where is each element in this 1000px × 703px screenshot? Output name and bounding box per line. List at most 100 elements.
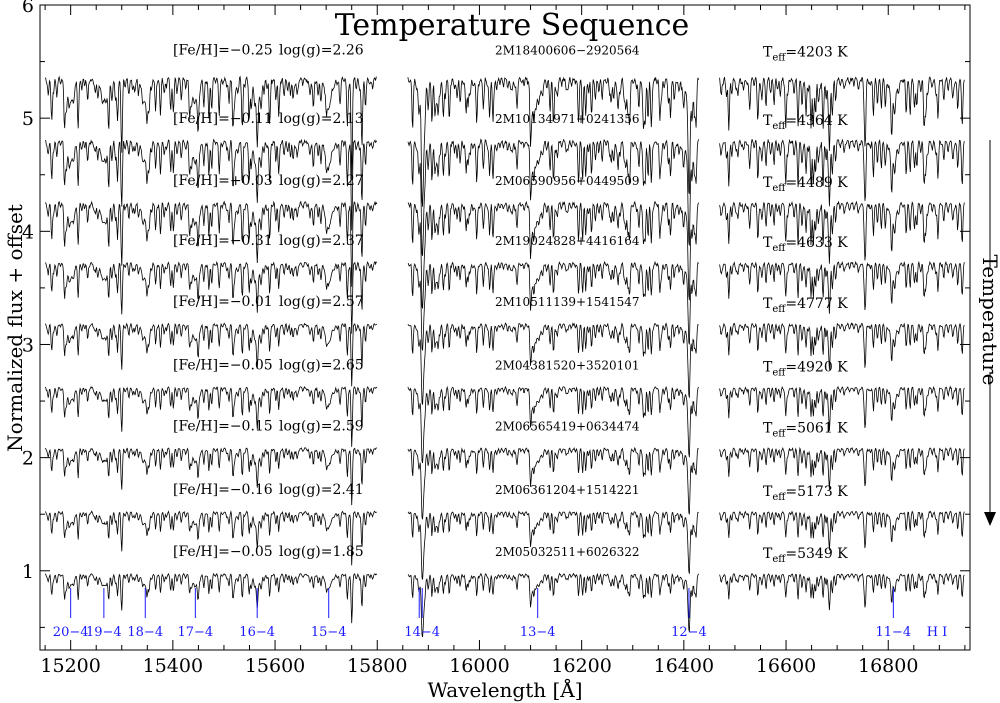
x-tick-label: 15400: [143, 655, 203, 677]
hydrogen-line-label: 14−4: [404, 625, 440, 640]
spectrum-line: [719, 260, 965, 314]
y-tick-label: 5: [22, 108, 34, 130]
hydrogen-line-label: 19−4: [86, 625, 122, 640]
spectrum-line: [407, 76, 699, 207]
feh-label: [Fe/H]=+0.03: [173, 173, 273, 189]
star-id-label: 2M19024828+4416164: [495, 234, 640, 248]
logg-label: log(g)=2.27: [279, 173, 364, 189]
spectrum-line: [44, 572, 378, 624]
annotations-group: [Fe/H]=−0.25 log(g)=2.26 2M18400606−292056…: [173, 43, 848, 566]
star-id-label: 2M10134971+0241356: [495, 112, 640, 126]
chart-title: Temperature Sequence: [335, 8, 690, 43]
x-tick-label: 16600: [756, 655, 816, 677]
spectrum-line: [407, 572, 699, 638]
star-id-label: 2M10511139+1541547: [495, 295, 640, 309]
spectrum-line: [719, 446, 965, 490]
logg-label: log(g)=1.85: [279, 544, 364, 560]
x-tick-label: 15600: [245, 655, 305, 677]
hydrogen-lines-group: 20−419−4 18−4 17−4 16−4 15−4 14−4 13−4 12−4 11−4…: [53, 588, 948, 640]
spectrum-line: [44, 75, 377, 181]
hydrogen-line-label: 17−4: [177, 625, 213, 640]
hydrogen-line-label: 11−4: [875, 625, 911, 640]
teff-label: Teff=4364 K: [763, 113, 848, 132]
spectrum-line: [44, 510, 377, 566]
y-tick-label: 6: [22, 0, 34, 17]
spectrum-line: [407, 260, 699, 351]
spectrum-line: [719, 385, 965, 431]
y-axis: 1 2 3 4 5 6: [22, 0, 970, 628]
teff-label: Teff=4203 K: [763, 45, 848, 64]
spectrum-line: [407, 138, 699, 257]
hydrogen-line-label: 18−4: [127, 625, 163, 640]
spectrum-line: [719, 573, 965, 611]
star-id-label: 2M04381520+3520101: [495, 358, 640, 372]
star-id-label: 2M06565419+0634474: [495, 420, 640, 434]
x-tick-label: 15800: [347, 655, 407, 677]
hydrogen-line-label: 12−4: [671, 625, 707, 640]
spectrum-line: [407, 446, 699, 520]
x-tick-label: 16200: [551, 655, 611, 677]
x-tick-label: 16800: [858, 655, 918, 677]
spectrum-line: [45, 200, 378, 287]
feh-label: [Fe/H]=−0.15: [173, 419, 273, 435]
logg-label: log(g)=2.65: [279, 357, 364, 373]
hydrogen-line-label: 20−4: [53, 625, 89, 640]
star-id-label: 2M06361204+1514221: [495, 483, 640, 497]
spectrum-line: [407, 385, 699, 464]
teff-label: Teff=5349 K: [763, 546, 848, 565]
logg-label: log(g)=2.37: [279, 233, 364, 249]
logg-label: log(g)=2.41: [279, 482, 364, 498]
spectrum-line: [44, 322, 378, 387]
spectrum-line: [719, 76, 965, 151]
hydrogen-line-label: 15−4: [311, 625, 347, 640]
y-tick-label: 2: [22, 448, 34, 470]
feh-label: [Fe/H]=−0.16: [173, 482, 273, 498]
hydrogen-line-label: 13−4: [520, 625, 556, 640]
y-axis-title: Normalized flux + offset: [3, 204, 27, 452]
y-tick-label: 4: [22, 221, 34, 243]
arrow-head-icon: [984, 512, 996, 526]
spectrum-line: [44, 447, 377, 506]
y-tick-label: 3: [22, 334, 34, 356]
spectrum-line: [44, 260, 377, 334]
x-axis-title: Wavelength [Å]: [427, 677, 582, 702]
temperature-arrow-label: Temperature: [978, 254, 1000, 385]
teff-label: Teff=4920 K: [763, 359, 848, 378]
spectrum-line: [45, 138, 378, 231]
spectrum-line: [719, 138, 965, 207]
feh-label: [Fe/H]=−0.25: [173, 43, 273, 59]
feh-label: [Fe/H]=−0.01: [173, 294, 273, 310]
spectrum-line: [407, 322, 699, 405]
teff-label: Teff=4633 K: [763, 235, 848, 254]
star-id-label: 2M06590956+0449509: [495, 174, 640, 188]
spectrum-line: [719, 200, 965, 264]
teff-label: Teff=4777 K: [763, 296, 848, 315]
spectrum-line: [407, 200, 699, 309]
logg-label: log(g)=2.57: [279, 294, 364, 310]
hydrogen-series-label: H I: [927, 625, 948, 640]
teff-label: Teff=4489 K: [763, 175, 848, 194]
temperature-arrow: Temperature: [978, 140, 1000, 526]
star-id-label: 2M05032511+6026322: [495, 545, 640, 559]
logg-label: log(g)=2.59: [279, 419, 364, 435]
y-tick-label: 1: [22, 561, 34, 583]
logg-label: log(g)=2.26: [279, 43, 364, 59]
star-id-label: 2M18400606−2920564: [495, 44, 640, 58]
teff-label: Teff=5061 K: [763, 421, 848, 440]
feh-label: [Fe/H]=−0.05: [173, 544, 273, 560]
feh-label: [Fe/H]=−0.11: [173, 111, 273, 127]
x-axis: 15200 15400 15600 15800 16000 16200 16400 16600…: [40, 5, 966, 677]
logg-label: log(g)=2.13: [279, 111, 364, 127]
teff-label: Teff=5173 K: [763, 484, 848, 503]
x-tick-label: 16400: [654, 655, 714, 677]
feh-label: [Fe/H]=−0.05: [173, 357, 273, 373]
feh-label: [Fe/H]=−0.31: [173, 233, 273, 249]
x-tick-label: 16000: [449, 655, 509, 677]
x-tick-label: 15200: [40, 655, 100, 677]
spectra-group: [44, 75, 965, 638]
spectrum-line: [719, 510, 965, 551]
spectrum-line: [44, 385, 378, 447]
hydrogen-line-label: 16−4: [239, 625, 275, 640]
spectrum-line: [407, 510, 699, 580]
